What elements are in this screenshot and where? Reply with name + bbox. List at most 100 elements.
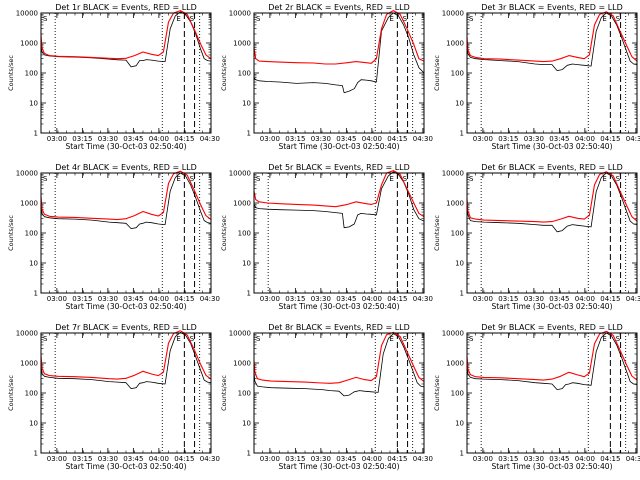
y-axis-label: Counts/sec	[433, 215, 441, 251]
series-lld-line	[40, 170, 212, 221]
y-tick-label: 100	[238, 230, 251, 238]
x-tick-label: 04:30	[413, 295, 433, 303]
x-tick-label: 03:00	[47, 135, 67, 143]
corner-marker-label: S	[403, 15, 408, 23]
x-tick-label: 03:15	[285, 455, 305, 463]
y-axis-label: Counts/sec	[220, 375, 228, 411]
y-tick-label: 10	[242, 260, 251, 268]
x-tick-label: 04:00	[362, 135, 382, 143]
corner-marker-label: S	[190, 15, 195, 23]
x-axis-label: Start Time (30-Oct-03 02:50:40)	[65, 462, 186, 471]
x-tick-label: 04:00	[575, 295, 595, 303]
x-tick-label: 04:15	[387, 295, 407, 303]
y-tick-label: 1	[247, 290, 251, 298]
series-lld-line	[466, 11, 638, 63]
x-tick-label: 04:15	[600, 135, 620, 143]
x-axis-label: Start Time (30-Oct-03 02:50:40)	[491, 462, 612, 471]
series-events-line	[40, 331, 212, 390]
corner-marker-label: E	[602, 335, 606, 343]
corner-marker-label: S	[403, 335, 408, 343]
x-axis-label: Start Time (30-Oct-03 02:50:40)	[278, 142, 399, 151]
x-tick-label: 04:30	[626, 295, 640, 303]
x-tick-label: 03:15	[498, 295, 518, 303]
x-tick-label: 03:45	[549, 135, 569, 143]
y-tick-label: 10	[29, 100, 38, 108]
panel-8: Det 8r BLACK = Events, RED = LLD Counts/s…	[220, 323, 433, 471]
series-events-line	[466, 172, 638, 233]
panel-9: Det 9r BLACK = Events, RED = LLD Counts/s…	[433, 323, 640, 471]
x-tick-label: 04:30	[200, 455, 220, 463]
x-tick-label: 03:30	[311, 295, 331, 303]
y-tick-label: 1000	[233, 360, 251, 368]
y-tick-label: 100	[25, 390, 38, 398]
y-tick-label: 1	[460, 130, 464, 138]
x-tick-label: 04:30	[413, 135, 433, 143]
x-tick-label: 03:00	[260, 135, 280, 143]
x-tick-label: 04:15	[174, 295, 194, 303]
x-tick-label: 04:30	[200, 135, 220, 143]
corner-marker-label: S	[43, 175, 48, 183]
x-tick-label: 04:00	[575, 455, 595, 463]
x-tick-label: 03:00	[47, 455, 67, 463]
y-tick-label: 10	[455, 420, 464, 428]
x-tick-label: 03:00	[473, 455, 493, 463]
y-axis-label: Counts/sec	[7, 375, 15, 411]
series-events-line	[253, 171, 425, 229]
series-events-line	[466, 12, 638, 71]
x-tick-label: 03:45	[123, 135, 143, 143]
x-tick-label: 04:00	[149, 295, 169, 303]
series-lld-line	[253, 10, 425, 65]
y-tick-label: 100	[25, 70, 38, 78]
panel-2: Det 2r BLACK = Events, RED = LLD Counts/s…	[220, 3, 433, 151]
x-tick-label: 03:30	[98, 135, 118, 143]
y-tick-label: 1	[34, 290, 38, 298]
x-tick-label: 03:00	[260, 455, 280, 463]
corner-marker-label: E	[176, 175, 180, 183]
x-tick-label: 04:15	[387, 135, 407, 143]
x-tick-label: 04:00	[149, 455, 169, 463]
x-tick-label: 03:45	[336, 135, 356, 143]
y-tick-label: 10	[455, 260, 464, 268]
panel-title: Det 2r BLACK = Events, RED = LLD	[268, 3, 410, 12]
corner-marker-label: S	[256, 175, 261, 183]
y-tick-label: 10000	[442, 330, 464, 338]
x-tick-label: 03:15	[285, 135, 305, 143]
x-tick-label: 03:00	[473, 135, 493, 143]
x-axis-label: Start Time (30-Oct-03 02:50:40)	[491, 142, 612, 151]
x-tick-label: 03:45	[123, 455, 143, 463]
corner-marker-label: E	[602, 15, 606, 23]
y-tick-label: 10	[242, 420, 251, 428]
x-tick-label: 03:45	[549, 295, 569, 303]
x-tick-label: 04:00	[575, 135, 595, 143]
corner-marker-label: S	[469, 175, 474, 183]
x-tick-label: 03:45	[123, 295, 143, 303]
panel-title: Det 5r BLACK = Events, RED = LLD	[268, 163, 410, 172]
x-tick-label: 04:30	[626, 135, 640, 143]
panel-1: Det 1r BLACK = Events, RED = LLD Counts/s…	[7, 3, 220, 151]
corner-marker-label: E	[389, 335, 393, 343]
x-tick-label: 04:00	[362, 295, 382, 303]
x-tick-label: 03:00	[473, 295, 493, 303]
plot-frame	[253, 12, 425, 134]
y-axis-label: Counts/sec	[433, 55, 441, 91]
series-lld-line	[466, 171, 638, 223]
x-tick-label: 03:30	[524, 135, 544, 143]
y-tick-label: 1	[247, 130, 251, 138]
x-tick-label: 03:15	[498, 455, 518, 463]
y-tick-label: 1	[247, 450, 251, 458]
series-lld-line	[253, 331, 425, 384]
y-axis-label: Counts/sec	[7, 55, 15, 91]
panel-3: Det 3r BLACK = Events, RED = LLD Counts/s…	[433, 3, 640, 151]
x-tick-label: 04:30	[200, 295, 220, 303]
panel-4: Det 4r BLACK = Events, RED = LLD Counts/s…	[7, 163, 220, 311]
x-tick-label: 04:15	[600, 295, 620, 303]
corner-marker-label: S	[256, 15, 261, 23]
y-tick-label: 10	[29, 420, 38, 428]
y-axis-label: Counts/sec	[433, 375, 441, 411]
y-tick-label: 10000	[229, 10, 251, 18]
panel-title: Det 9r BLACK = Events, RED = LLD	[481, 323, 623, 332]
y-tick-label: 100	[451, 390, 464, 398]
corner-marker-label: S	[256, 335, 261, 343]
y-tick-label: 1000	[20, 40, 38, 48]
